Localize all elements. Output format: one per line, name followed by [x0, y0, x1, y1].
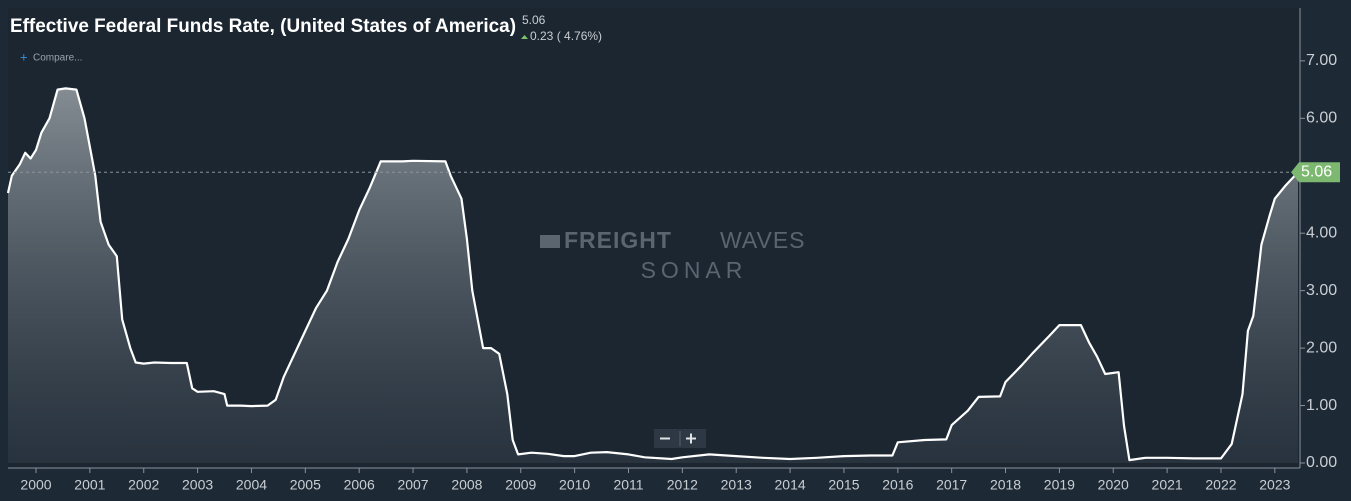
y-tick-label: 1.00	[1306, 397, 1337, 414]
x-tick-label: 2015	[828, 477, 859, 493]
x-tick-label: 2012	[667, 477, 698, 493]
y-tick-label: 3.00	[1306, 282, 1337, 299]
last-value-label: 5.06	[1301, 164, 1332, 181]
x-tick-label: 2004	[236, 477, 267, 493]
compare-button[interactable]: + Compare...	[20, 49, 82, 64]
x-tick-label: 2003	[182, 477, 213, 493]
watermark-light: WAVES	[720, 227, 806, 253]
watermark: FREIGHT WAVES SONAR	[540, 227, 806, 283]
x-tick-label: 2011	[613, 477, 643, 493]
x-tick-label: 2001	[74, 477, 105, 493]
watermark-sub: SONAR	[641, 257, 748, 283]
x-tick-label: 2014	[775, 477, 806, 493]
change-arrow	[521, 35, 528, 39]
x-tick-label: 2020	[1098, 477, 1129, 493]
line	[6, 87, 1299, 462]
zoom-controls	[654, 429, 706, 448]
y-tick-label: 2.00	[1306, 339, 1337, 356]
y-tick-label: 7.00	[1306, 52, 1337, 69]
x-tick-label: 2008	[451, 477, 482, 493]
x-tick-label: 2017	[936, 477, 967, 493]
x-tick-label: 2010	[559, 477, 590, 493]
chart-title: Effective Federal Funds Rate, (United St…	[10, 16, 516, 37]
x-tick-label: 2022	[1205, 477, 1236, 493]
y-tick-label: 4.00	[1306, 224, 1337, 241]
x-tick-label: 2007	[397, 477, 428, 493]
x-tick-label: 2006	[344, 477, 375, 493]
compare-plus: +	[20, 49, 28, 64]
x-tick-label: 2002	[128, 477, 159, 493]
watermark-bold: FREIGHT	[564, 227, 672, 253]
last-value-badge	[1291, 162, 1340, 183]
y-tick-label: 6.00	[1306, 110, 1337, 127]
compare-label: Compare...	[33, 53, 82, 64]
x-tick-label: 2000	[20, 477, 51, 493]
x-tick-label: 2005	[290, 477, 321, 493]
x-tick-label: 2013	[721, 477, 752, 493]
x-tick-label: 2009	[505, 477, 536, 493]
x-tick-label: 2018	[990, 477, 1021, 493]
x-tick-label: 2019	[1044, 477, 1075, 493]
watermark-icon	[540, 235, 560, 248]
header-change: 0.23 ( 4.76%)	[530, 29, 602, 43]
marks	[6, 87, 1300, 464]
area	[8, 88, 1298, 464]
x-tick-label: 2021	[1152, 477, 1183, 493]
x-tick-label: 2016	[882, 477, 913, 493]
y-tick-label: 0.00	[1306, 454, 1337, 471]
header-value: 5.06	[522, 13, 546, 27]
x-tick-label: 2023	[1259, 477, 1290, 493]
